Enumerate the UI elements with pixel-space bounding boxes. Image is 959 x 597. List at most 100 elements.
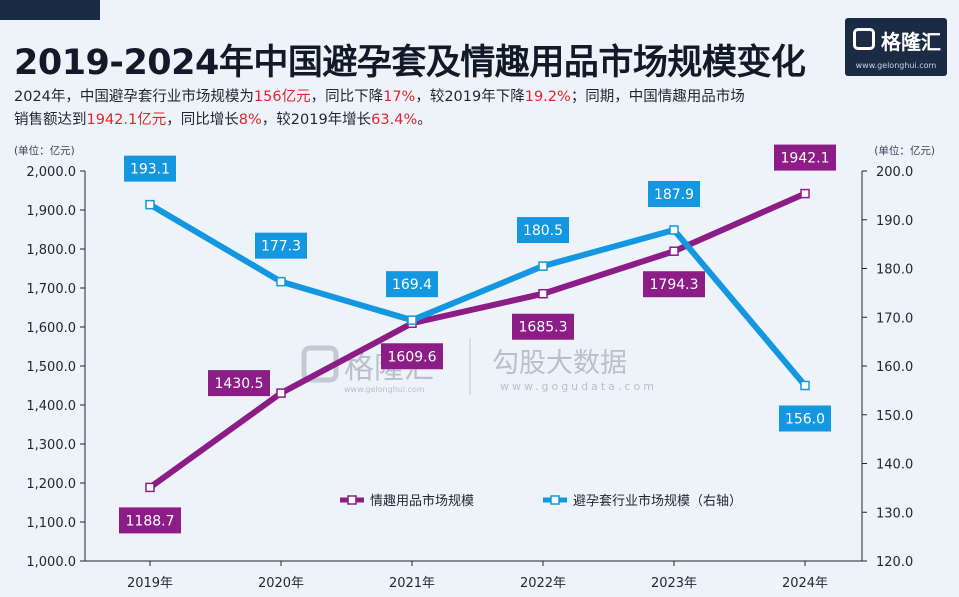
- summary-text-segment: ，同比增长: [166, 112, 239, 128]
- data-label-box: [255, 232, 307, 259]
- logo-name: 格隆汇: [881, 30, 941, 54]
- data-label: 1794.3: [643, 271, 705, 298]
- watermark: 格隆汇 www.gelonghui.com 勾股大数据 www.gogudata…: [301, 338, 657, 395]
- data-label-box: [648, 180, 700, 207]
- summary-highlight: 156亿元: [253, 89, 311, 105]
- data-label: 180.5: [517, 217, 569, 244]
- x-axis-tick-label: 2019年: [127, 576, 173, 591]
- left-axis-tick-label: 1,400.0: [26, 399, 76, 414]
- data-label-text: 169.4: [392, 277, 432, 293]
- data-label-text: 1609.6: [388, 349, 437, 365]
- top-bar-accent: [0, 0, 100, 20]
- summary-highlight: 8%: [238, 112, 262, 128]
- data-label-text: 1942.1: [781, 151, 830, 167]
- data-label-text: 180.5: [523, 223, 563, 239]
- data-point-marker: [145, 482, 155, 493]
- summary-text-segment: ，较2019年下降: [415, 89, 525, 105]
- left-axis-tick-label: 1,800.0: [26, 243, 76, 258]
- right-axis-tick-label: 160.0: [876, 360, 913, 375]
- data-point-marker: [669, 225, 679, 235]
- summary-highlight: 17%: [383, 89, 416, 105]
- watermark-brand-2-url: www.gogudata.com: [500, 380, 657, 393]
- series-line-adult-products: [147, 190, 808, 491]
- right-axis-tick-label: 190.0: [876, 214, 913, 229]
- data-label-text: 1685.3: [519, 320, 568, 336]
- left-axis-tick-label: 1,500.0: [26, 360, 76, 375]
- right-axis-tick-label: 200.0: [876, 165, 913, 180]
- summary-highlight: 63.4%: [371, 112, 418, 128]
- data-label: 156.0: [779, 405, 831, 432]
- data-label-box: [774, 144, 836, 171]
- data-point-marker: [145, 199, 155, 210]
- left-axis-tick-label: 1,600.0: [26, 321, 76, 336]
- x-axis-tick-label: 2024年: [782, 576, 828, 591]
- data-point-marker: [276, 388, 286, 398]
- legend: 情趣用品市场规模 避孕套行业市场规模（右轴）: [340, 493, 742, 509]
- data-point-marker: [407, 315, 417, 325]
- watermark-brand-2: 勾股大数据: [492, 348, 627, 379]
- data-point-marker: [538, 261, 548, 271]
- left-axis-tick-label: 1,300.0: [26, 438, 76, 453]
- series-line-condoms: [147, 201, 808, 389]
- summary-highlight: 19.2%: [524, 89, 571, 105]
- summary-text-segment: ；同期，中国情趣用品市场: [570, 89, 745, 105]
- left-axis-unit: (单位：亿元): [14, 144, 75, 157]
- left-axis-tick-label: 1,200.0: [26, 477, 76, 492]
- data-label: 177.3: [255, 232, 307, 259]
- x-axis-tick-label: 2020年: [258, 576, 304, 591]
- data-label-box: [124, 155, 176, 182]
- watermark-brand-1-url: www.gelonghui.com: [344, 385, 425, 394]
- summary-text-segment: 。: [417, 112, 432, 128]
- data-label-text: 156.0: [785, 412, 825, 428]
- legend-label: 避孕套行业市场规模（右轴）: [573, 493, 742, 509]
- data-label-box: [643, 271, 705, 298]
- summary-line-2: 销售额达到1942.1亿元，同比增长8%，较2019年增长63.4%。: [14, 109, 894, 132]
- data-label-box: [512, 313, 574, 340]
- data-point-marker: [800, 188, 810, 199]
- data-label-text: 187.9: [654, 187, 694, 203]
- data-label-text: 1188.7: [126, 513, 175, 529]
- brand-logo: 格隆汇 www.gelonghui.com: [845, 18, 947, 76]
- chart-title: 2019-2024年中国避孕套及情趣用品市场规模变化: [14, 43, 806, 83]
- data-point-marker: [800, 380, 810, 391]
- data-point-marker: [538, 288, 548, 299]
- data-label-text: 193.1: [130, 162, 170, 178]
- x-axis-tick-label: 2022年: [520, 576, 566, 591]
- right-axis-tick-label: 180.0: [876, 263, 913, 278]
- legend-marker: [347, 495, 357, 505]
- legend-marker: [550, 495, 560, 505]
- summary-text-segment: 销售额达到: [14, 112, 87, 128]
- data-label-box: [208, 370, 270, 397]
- x-axis-tick-label: 2021年: [389, 576, 435, 591]
- data-label: 1942.1: [774, 144, 836, 171]
- right-axis-tick-label: 150.0: [876, 409, 913, 424]
- data-label-box: [119, 507, 181, 534]
- summary-line-1: 2024年，中国避孕套行业市场规模为156亿元，同比下降17%，较2019年下降…: [14, 86, 894, 109]
- left-axis-tick-label: 2,000.0: [26, 165, 76, 180]
- data-label: 169.4: [386, 271, 438, 298]
- right-axis-tick-label: 140.0: [876, 458, 913, 473]
- summary-text-segment: ，较2019年增长: [261, 112, 372, 128]
- logo-icon: [853, 28, 875, 50]
- legend-label: 情趣用品市场规模: [370, 493, 474, 509]
- right-axis-tick-label: 120.0: [876, 555, 913, 570]
- left-axis-tick-label: 1,000.0: [26, 555, 76, 570]
- left-axis-tick-label: 1,100.0: [26, 516, 76, 531]
- left-axis-tick-label: 1,700.0: [26, 282, 76, 297]
- data-label: 187.9: [648, 180, 700, 207]
- summary-text-segment: 2024年，中国避孕套行业市场规模为: [14, 89, 254, 105]
- data-point-marker: [276, 276, 286, 287]
- summary-highlight: 1942.1亿元: [86, 112, 167, 128]
- right-axis-unit: (单位：亿元): [874, 144, 935, 157]
- summary-text-segment: ，同比下降: [310, 89, 384, 105]
- left-axis-tick-label: 1,900.0: [26, 204, 76, 219]
- right-axis-tick-label: 130.0: [876, 506, 913, 521]
- summary-text: 2024年，中国避孕套行业市场规模为156亿元，同比下降17%，较2019年下降…: [14, 86, 894, 132]
- x-axis-tick-label: 2023年: [651, 576, 697, 591]
- data-label: 1430.5: [208, 370, 270, 397]
- data-label: 1685.3: [512, 313, 574, 340]
- right-axis-tick-label: 170.0: [876, 311, 913, 326]
- data-label-text: 1430.5: [215, 376, 264, 392]
- data-label-text: 1794.3: [650, 277, 699, 293]
